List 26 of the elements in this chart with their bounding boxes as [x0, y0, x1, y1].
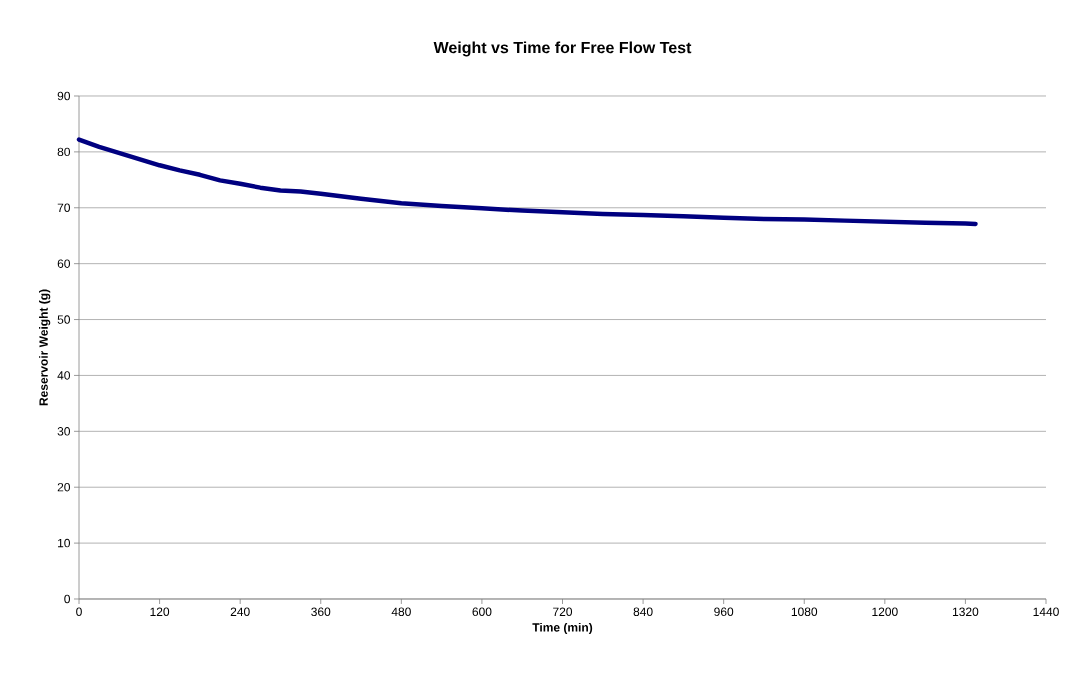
x-tick-label: 600 — [472, 607, 492, 617]
x-tick-label: 360 — [311, 607, 331, 617]
x-tick-label: 1440 — [1033, 607, 1059, 617]
x-tick-label: 720 — [553, 607, 573, 617]
y-tick-label: 90 — [57, 91, 71, 101]
y-tick-label: 20 — [57, 482, 71, 492]
x-tick-label: 1080 — [791, 607, 818, 617]
x-tick-label: 1200 — [872, 607, 898, 617]
x-tick-label: 960 — [714, 607, 734, 617]
x-axis-title: Time (min) — [532, 622, 593, 635]
y-tick-label: 30 — [57, 427, 71, 436]
y-tick-label: 60 — [57, 259, 71, 268]
y-tick-label: 50 — [57, 315, 71, 324]
y-tick-label: 0 — [64, 594, 71, 604]
y-tick-label: 80 — [57, 147, 71, 157]
x-tick-label: 480 — [391, 607, 411, 617]
x-tick-label: 240 — [230, 607, 250, 617]
x-tick-label: 1320 — [952, 607, 979, 617]
y-tick-label: 70 — [57, 203, 71, 213]
y-tick-label: 10 — [58, 538, 71, 548]
x-tick-label: 840 — [633, 607, 653, 617]
y-tick-label: 40 — [57, 371, 71, 380]
chart-title: Weight vs Time for Free Flow Test — [433, 41, 692, 57]
x-tick-label: 120 — [150, 607, 170, 617]
x-tick-label: 0 — [76, 607, 82, 617]
y-axis-title: Reservoir Weight (g) — [39, 289, 51, 406]
